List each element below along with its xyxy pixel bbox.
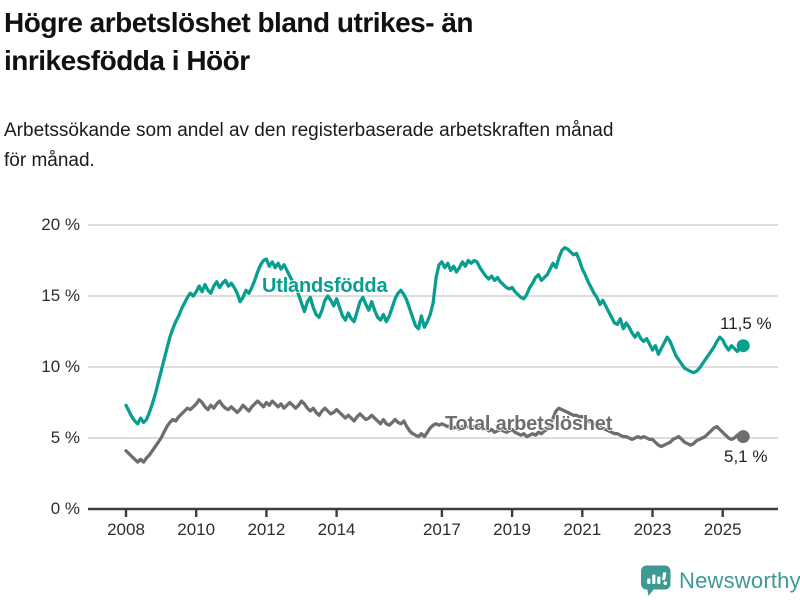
x-tick-label: 2010 [177,520,216,539]
utlandsfodda-end-dot [736,339,750,353]
x-tick-label: 2023 [633,520,672,539]
end-value-label-total: 5,1 % [724,447,768,466]
newsworthy-icon [641,565,671,596]
chart-subtitle: Arbetssökande som andel av den registerb… [4,116,784,176]
y-tick-label: 20 % [41,215,80,234]
y-tick-label: 0 % [50,499,80,518]
x-tick-label: 2014 [317,520,356,539]
title-line-2: inrikesfödda i Höör [4,45,250,76]
page-title: Högre arbetslöshet bland utrikes- än inri… [4,4,784,80]
x-axis [88,507,778,517]
subtitle-line-2: för månad. [4,150,95,171]
series-label-utlandsfodda: Utlandsfödda [262,275,388,297]
newsworthy-logo[interactable]: Newsworthy [639,564,800,597]
x-tick-label: 2021 [563,520,602,539]
subtitle-line-1: Arbetssökande som andel av den registerb… [4,120,614,141]
utlandsfodda-line [124,246,745,426]
end-value-label-utlandsfodda: 11,5 % [720,314,772,333]
x-tick-label: 2012 [247,520,286,539]
x-tick-label: 2008 [107,520,145,539]
x-tick-label: 2017 [422,520,461,539]
gridlines [88,224,778,439]
data-series [124,246,750,464]
y-tick-label: 5 % [50,428,80,447]
x-tick-label: 2019 [493,520,531,539]
y-tick-label: 10 % [41,357,80,376]
y-tick-label: 15 % [41,286,80,305]
total-end-dot [736,430,750,444]
total-line [124,398,745,464]
title-line-1: Högre arbetslöshet bland utrikes- än [4,7,474,38]
series-label-total: Total arbetslöshet [445,413,613,435]
x-tick-label: 2025 [703,520,742,539]
newsworthy-wordmark: Newsworthy [679,567,800,593]
